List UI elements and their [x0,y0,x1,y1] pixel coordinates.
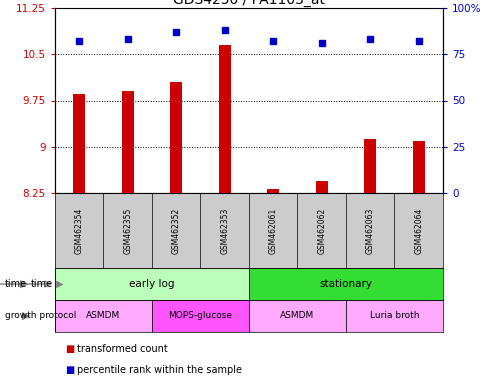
Bar [55,268,248,300]
Text: growth protocol: growth protocol [5,311,76,321]
Bar [267,189,279,193]
Bar [151,300,248,332]
Bar [73,94,85,193]
Text: GSM462061: GSM462061 [268,207,277,253]
Text: MOPS-glucose: MOPS-glucose [168,311,232,321]
Bar [248,300,345,332]
Text: ■: ■ [64,366,74,376]
Text: GSM462063: GSM462063 [365,207,374,254]
Text: time: time [31,279,53,289]
Text: stationary: stationary [319,279,372,289]
Bar [55,300,151,332]
Text: early log: early log [129,279,174,289]
Bar [345,300,442,332]
Text: GSM462062: GSM462062 [317,207,326,253]
Text: GSM462064: GSM462064 [413,207,423,254]
Text: ▶: ▶ [53,279,63,289]
Text: Luria broth: Luria broth [369,311,418,321]
Bar [121,91,134,193]
Bar [218,45,230,193]
Text: ▶: ▶ [20,279,28,289]
Text: GSM462355: GSM462355 [123,207,132,254]
Text: transformed count: transformed count [76,344,167,354]
Title: GDS4250 / PA1103_at: GDS4250 / PA1103_at [173,0,324,7]
Bar [170,82,182,193]
Bar [412,141,424,193]
Text: GSM462352: GSM462352 [171,207,181,253]
Bar [315,180,327,193]
Text: time: time [5,279,27,289]
Bar [248,268,442,300]
Text: ▶: ▶ [22,311,30,321]
Text: ASMDM: ASMDM [280,311,314,321]
Text: ASMDM: ASMDM [86,311,121,321]
Bar [363,139,376,193]
Text: GSM462353: GSM462353 [220,207,229,254]
Text: percentile rank within the sample: percentile rank within the sample [76,366,242,376]
Text: GSM462354: GSM462354 [75,207,84,254]
Text: ■: ■ [64,344,74,354]
